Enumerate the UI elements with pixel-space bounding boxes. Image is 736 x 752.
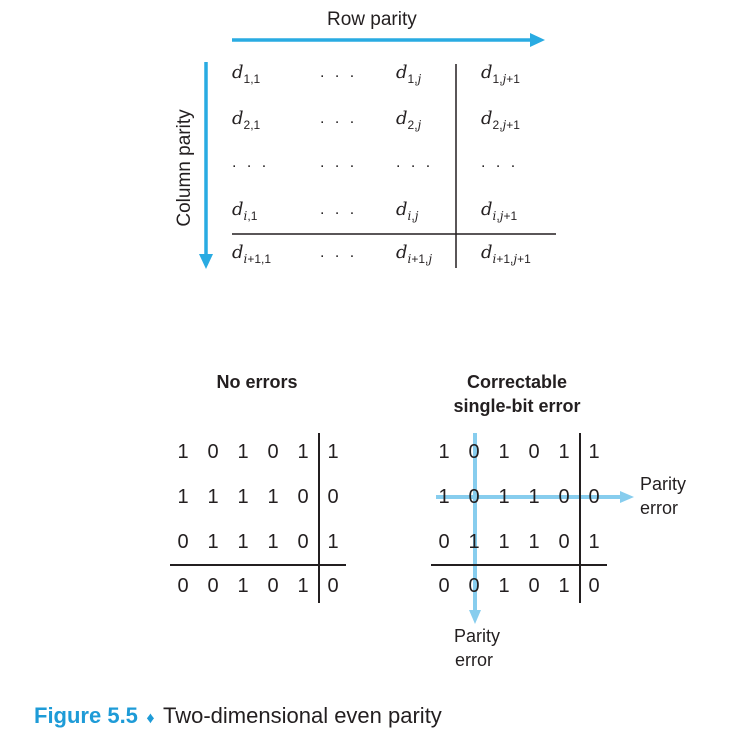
correctable-bit: 0 — [588, 486, 600, 508]
no-errors-vertical-divider — [318, 433, 320, 603]
no-errors-bit: 1 — [267, 486, 279, 508]
matrix-cell: d2,j — [396, 108, 422, 132]
no-errors-bit: 1 — [327, 441, 339, 463]
correctable-bit: 0 — [438, 575, 450, 597]
caption-bullet-icon: ♦ — [146, 710, 155, 727]
no-errors-horizontal-divider — [170, 564, 346, 566]
correctable-bit: 0 — [528, 575, 540, 597]
col-error-label-line1: Parity — [453, 626, 501, 646]
column-error-arrow-head — [469, 610, 481, 624]
no-errors-bit: 1 — [297, 441, 309, 463]
matrix-cell: di,j+1 — [481, 199, 518, 223]
figure-caption: Figure 5.5 ♦ Two-dimensional even parity — [34, 703, 442, 729]
no-errors-bit: 0 — [327, 575, 339, 597]
correctable-bit: 0 — [588, 575, 600, 597]
matrix-cell: di+1,j — [396, 242, 433, 266]
correctable-bit: 0 — [468, 486, 480, 508]
no-errors-bit: 0 — [207, 441, 219, 463]
no-errors-bit: 1 — [237, 531, 249, 553]
correctable-bit: 1 — [498, 486, 510, 508]
figure-number: Figure 5.5 — [34, 703, 138, 728]
correctable-bit: 1 — [588, 441, 600, 463]
no-errors-bit: 0 — [177, 531, 189, 553]
no-errors-bit: 0 — [297, 531, 309, 553]
column-parity-arrow-head — [199, 254, 213, 269]
no-errors-heading: No errors — [216, 372, 298, 392]
matrix-cell: di,j — [396, 199, 419, 223]
correctable-bit: 1 — [558, 575, 570, 597]
ellipsis-cell: . . . — [320, 201, 358, 218]
ellipsis-cell: . . . — [320, 244, 358, 261]
correctable-bit: 1 — [438, 486, 450, 508]
row-error-label-line2: error — [640, 498, 679, 518]
correctable-bit: 1 — [498, 441, 510, 463]
col-error-label-line2: error — [454, 650, 494, 670]
correctable-bit: 1 — [528, 486, 540, 508]
correctable-bit: 0 — [558, 531, 570, 553]
matrix-cell: d2,1 — [232, 108, 261, 132]
correctable-bit: 1 — [528, 531, 540, 553]
correctable-heading-line1: Correctable — [466, 372, 568, 392]
correctable-heading-line2: single-bit error — [453, 396, 581, 416]
no-errors-bit: 1 — [297, 575, 309, 597]
row-parity-arrow-head — [530, 33, 545, 47]
row-error-label-line1: Parity — [640, 474, 687, 494]
no-errors-bit: 1 — [177, 441, 189, 463]
correctable-bit: 1 — [558, 441, 570, 463]
correctable-horizontal-divider — [431, 564, 607, 566]
no-errors-bit: 1 — [327, 531, 339, 553]
row-parity-label: Row parity — [327, 9, 417, 30]
no-errors-bit: 1 — [237, 575, 249, 597]
no-errors-bit: 1 — [267, 531, 279, 553]
figure-title: Two-dimensional even parity — [163, 703, 442, 728]
ellipsis-cell: . . . — [481, 154, 519, 171]
correctable-bit: 0 — [558, 486, 570, 508]
no-errors-bit: 1 — [207, 486, 219, 508]
matrix-cell: d1,j — [396, 62, 422, 86]
correctable-bit: 1 — [498, 531, 510, 553]
no-errors-bit: 1 — [237, 441, 249, 463]
row-error-arrow-head — [620, 491, 634, 503]
correctable-bit: 1 — [588, 531, 600, 553]
no-errors-bit: 0 — [297, 486, 309, 508]
no-errors-bit: 1 — [237, 486, 249, 508]
matrix-cell: di+1,j+1 — [481, 242, 531, 266]
ellipsis-cell: . . . — [320, 154, 358, 171]
matrix-cell: d1,1 — [232, 62, 261, 86]
no-errors-bit: 1 — [177, 486, 189, 508]
correctable-bit: 0 — [468, 575, 480, 597]
matrix-cell: d2,j+1 — [481, 108, 520, 132]
ellipsis-cell: . . . — [320, 110, 358, 127]
ellipsis-cell: . . . — [232, 154, 270, 171]
correctable-bit: 1 — [438, 441, 450, 463]
correctable-bit: 0 — [528, 441, 540, 463]
no-errors-bit: 0 — [267, 441, 279, 463]
correctable-vertical-divider — [579, 433, 581, 603]
ellipsis-cell: . . . — [396, 154, 434, 171]
no-errors-bit: 0 — [177, 575, 189, 597]
no-errors-bit: 1 — [207, 531, 219, 553]
no-errors-bit: 0 — [267, 575, 279, 597]
parity-arrows — [199, 33, 556, 269]
ellipsis-cell: . . . — [320, 64, 358, 81]
correctable-bit: 1 — [468, 531, 480, 553]
matrix-cell: di+1,1 — [232, 242, 272, 266]
correctable-bit: 1 — [498, 575, 510, 597]
no-errors-bit: 0 — [207, 575, 219, 597]
no-errors-bit: 0 — [327, 486, 339, 508]
correctable-bit: 0 — [468, 441, 480, 463]
matrix-cell: d1,j+1 — [481, 62, 520, 86]
correctable-bit: 0 — [438, 531, 450, 553]
matrix-cell: di,1 — [232, 199, 258, 223]
